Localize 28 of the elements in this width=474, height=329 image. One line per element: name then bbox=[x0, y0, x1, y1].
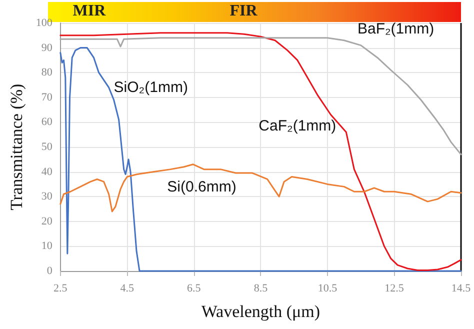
series-label: BaF₂(1mm) bbox=[357, 20, 434, 38]
y-tick-label: 20 bbox=[41, 215, 53, 228]
x-tick-label: 14.5 bbox=[451, 282, 472, 294]
y-tick-label: 40 bbox=[41, 166, 53, 178]
text: FIR bbox=[230, 2, 258, 20]
text: MIR bbox=[72, 2, 106, 20]
x-axis-title: Wavelength (μm) bbox=[201, 302, 320, 321]
y-tick-label: 50 bbox=[41, 141, 53, 153]
x-tick-label: 2.5 bbox=[54, 282, 68, 294]
y-tick-label: 80 bbox=[41, 66, 53, 79]
x-tick-label: 6.5 bbox=[187, 282, 202, 294]
series-label: CaF₂(1mm) bbox=[258, 118, 336, 135]
x-tick-label: 10.5 bbox=[318, 282, 338, 294]
series-label: SiO₂(1mm) bbox=[114, 78, 188, 96]
y-tick-label: 10 bbox=[41, 240, 53, 252]
y-tick-label: 100 bbox=[36, 17, 53, 29]
line-series bbox=[60, 164, 462, 212]
x-tick-label: 8.5 bbox=[254, 282, 268, 294]
y-tick-label: 60 bbox=[41, 116, 53, 128]
line-series bbox=[60, 37, 462, 156]
x-tick-label: 12.5 bbox=[384, 282, 404, 294]
y-tick-label: 70 bbox=[41, 91, 53, 104]
series-label: Si(0.6mm) bbox=[167, 178, 236, 196]
y-axis-title: Transmittance (%) bbox=[7, 84, 26, 210]
x-tick-label: 4.5 bbox=[120, 282, 135, 294]
y-tick-label: 30 bbox=[41, 190, 53, 203]
y-tick-label: 0 bbox=[46, 265, 53, 277]
y-tick-label: 90 bbox=[41, 42, 53, 54]
